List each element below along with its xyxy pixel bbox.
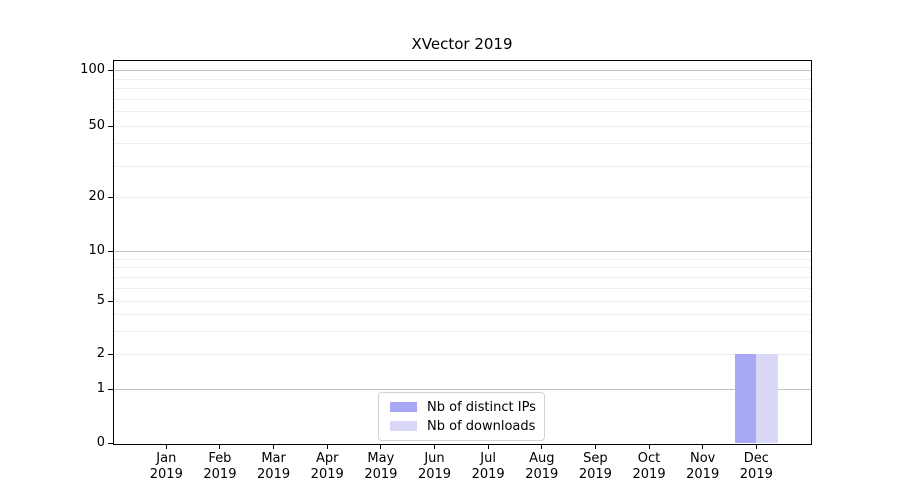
y-gridline-minor — [114, 313, 811, 315]
x-tick-label: Jul 2019 — [456, 451, 520, 483]
legend-swatch — [390, 421, 417, 431]
x-tick-month: Jan — [156, 451, 177, 466]
x-tick-year: 2019 — [739, 467, 773, 482]
x-tick-year: 2019 — [471, 467, 505, 482]
y-tick-label: 0 — [96, 435, 105, 450]
x-tick-label: Aug 2019 — [510, 451, 574, 483]
x-tick-label: Mar 2019 — [242, 451, 306, 483]
y-gridline-minor — [114, 354, 811, 355]
x-tick-year: 2019 — [257, 467, 291, 482]
y-tick-mark — [108, 300, 114, 302]
y-gridline-minor — [114, 276, 811, 278]
x-tick-mark — [165, 445, 167, 449]
x-tick-mark — [326, 445, 328, 449]
x-tick-year: 2019 — [203, 467, 237, 482]
y-gridline-minor — [114, 267, 811, 269]
y-tick-mark — [108, 125, 114, 127]
x-tick-year: 2019 — [417, 467, 452, 482]
y-gridline-minor — [114, 197, 811, 198]
y-tick-mark — [108, 69, 114, 71]
x-tick-month: Feb — [208, 451, 232, 466]
x-tick-mark — [702, 445, 704, 449]
y-gridline-minor — [114, 126, 811, 127]
x-tick-year: 2019 — [525, 467, 559, 482]
x-tick-year: 2019 — [310, 467, 344, 482]
x-tick-month: Sep — [583, 451, 608, 466]
x-tick-mark — [755, 445, 757, 449]
x-tick-month: Oct — [637, 451, 661, 466]
y-gridline-minor — [114, 98, 811, 100]
y-tick-mark — [108, 388, 114, 390]
y-gridline-minor — [114, 165, 811, 167]
y-tick-mark — [108, 196, 114, 198]
x-tick-year: 2019 — [149, 467, 183, 482]
y-tick-label: 5 — [96, 293, 105, 308]
x-tick-month: Dec — [743, 451, 769, 466]
y-tick-mark — [108, 442, 114, 444]
y-gridline-minor — [114, 287, 811, 289]
x-tick-mark — [648, 445, 650, 449]
y-gridline-minor — [114, 111, 811, 113]
x-tick-label: May 2019 — [349, 451, 413, 483]
y-tick-label: 100 — [80, 62, 105, 77]
x-tick-label: Sep 2019 — [563, 451, 627, 483]
x-tick-month: Mar — [261, 451, 286, 466]
x-tick-month: Jul — [480, 451, 496, 466]
x-tick-month: May — [367, 451, 395, 466]
x-tick-year: 2019 — [632, 467, 666, 482]
y-tick-mark — [108, 250, 114, 252]
x-tick-month: Nov — [690, 451, 716, 466]
x-tick-label: Jan 2019 — [134, 451, 198, 483]
x-tick-mark — [541, 445, 543, 449]
y-tick-label: 50 — [88, 118, 105, 133]
y-tick-label: 20 — [88, 189, 105, 204]
x-tick-mark — [273, 445, 275, 449]
x-tick-mark — [219, 445, 221, 449]
y-gridline-minor — [114, 301, 811, 302]
y-gridline-minor — [114, 78, 811, 80]
legend: Nb of distinct IPs Nb of downloads — [378, 392, 545, 441]
x-tick-month: Apr — [315, 451, 339, 466]
legend-label: Nb of distinct IPs — [427, 399, 536, 415]
x-tick-month: Aug — [529, 451, 555, 466]
legend-label: Nb of downloads — [427, 418, 536, 434]
x-tick-label: Jun 2019 — [403, 451, 467, 483]
x-tick-mark — [380, 445, 382, 449]
y-tick-label: 2 — [96, 346, 105, 361]
y-gridline-minor — [114, 330, 811, 332]
x-tick-year: 2019 — [686, 467, 720, 482]
x-tick-label: Nov 2019 — [671, 451, 735, 483]
y-gridline-minor — [114, 258, 811, 260]
legend-swatch — [390, 402, 417, 412]
x-tick-mark — [487, 445, 489, 449]
bar-downloads — [756, 354, 778, 443]
y-gridline-minor — [114, 143, 811, 145]
x-tick-year: 2019 — [578, 467, 612, 482]
legend-item: Nb of downloads — [385, 418, 536, 434]
x-tick-year: 2019 — [364, 467, 398, 482]
x-tick-label: Apr 2019 — [295, 451, 359, 483]
y-gridline-minor — [114, 88, 811, 90]
x-tick-mark — [594, 445, 596, 449]
x-tick-label: Feb 2019 — [188, 451, 252, 483]
chart-title: XVector 2019 — [411, 35, 513, 53]
legend-item: Nb of distinct IPs — [385, 399, 536, 415]
y-tick-label: 1 — [96, 381, 105, 396]
x-tick-month: Jun — [424, 451, 445, 466]
y-gridline-major — [114, 389, 811, 390]
bar-distinct-ips — [734, 354, 757, 443]
plot-area — [113, 60, 812, 445]
y-gridline-major — [114, 251, 811, 252]
y-tick-mark — [108, 353, 114, 355]
y-gridline-major — [114, 70, 811, 71]
x-tick-label: Dec 2019 — [724, 451, 788, 483]
x-tick-mark — [434, 445, 435, 449]
x-tick-label: Oct 2019 — [617, 451, 681, 483]
y-tick-label: 10 — [88, 243, 105, 258]
